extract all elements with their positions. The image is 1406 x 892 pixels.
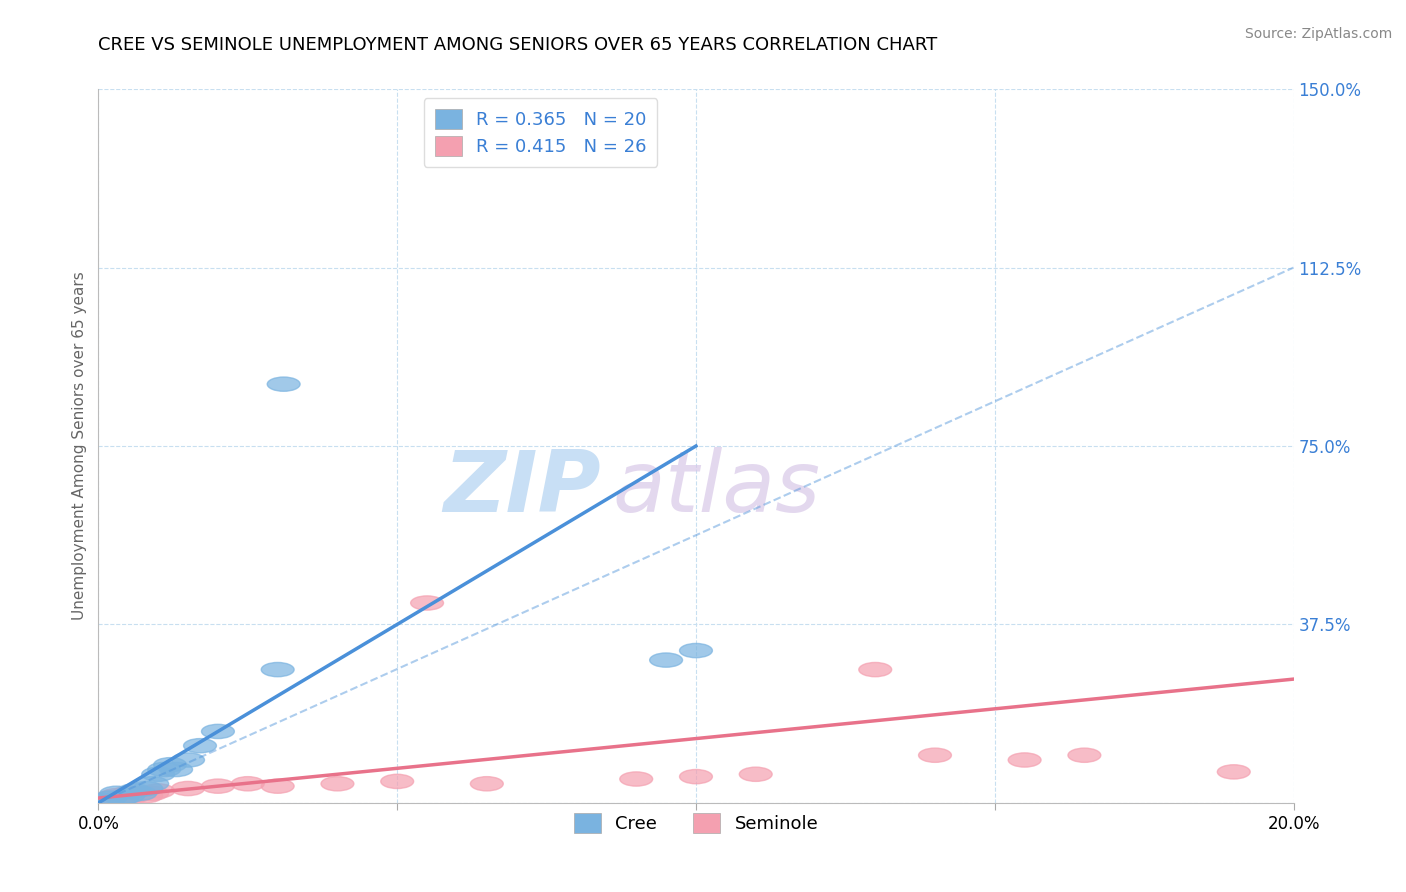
Ellipse shape [112, 786, 145, 800]
Y-axis label: Unemployment Among Seniors over 65 years: Unemployment Among Seniors over 65 years [72, 272, 87, 620]
Ellipse shape [471, 777, 503, 791]
Ellipse shape [267, 377, 299, 392]
Text: ZIP: ZIP [443, 447, 600, 531]
Ellipse shape [232, 777, 264, 791]
Ellipse shape [94, 791, 127, 805]
Ellipse shape [124, 786, 156, 800]
Ellipse shape [679, 770, 713, 784]
Ellipse shape [262, 779, 294, 793]
Ellipse shape [172, 753, 204, 767]
Ellipse shape [118, 784, 150, 798]
Ellipse shape [94, 791, 127, 805]
Ellipse shape [650, 653, 682, 667]
Ellipse shape [129, 781, 163, 796]
Ellipse shape [321, 777, 354, 791]
Ellipse shape [118, 789, 150, 803]
Ellipse shape [89, 793, 121, 807]
Ellipse shape [172, 781, 204, 796]
Ellipse shape [381, 774, 413, 789]
Ellipse shape [153, 757, 187, 772]
Text: atlas: atlas [613, 447, 820, 531]
Ellipse shape [129, 789, 163, 803]
Ellipse shape [918, 748, 952, 763]
Ellipse shape [136, 777, 169, 791]
Ellipse shape [105, 791, 139, 805]
Ellipse shape [620, 772, 652, 786]
Ellipse shape [1069, 748, 1101, 763]
Ellipse shape [112, 789, 145, 803]
Ellipse shape [411, 596, 443, 610]
Ellipse shape [105, 791, 139, 805]
Ellipse shape [1218, 764, 1250, 779]
Ellipse shape [201, 724, 235, 739]
Text: Source: ZipAtlas.com: Source: ZipAtlas.com [1244, 27, 1392, 41]
Ellipse shape [142, 767, 174, 781]
Legend: Cree, Seminole: Cree, Seminole [562, 802, 830, 844]
Ellipse shape [679, 643, 713, 657]
Ellipse shape [740, 767, 772, 781]
Ellipse shape [148, 763, 180, 777]
Text: CREE VS SEMINOLE UNEMPLOYMENT AMONG SENIORS OVER 65 YEARS CORRELATION CHART: CREE VS SEMINOLE UNEMPLOYMENT AMONG SENI… [98, 36, 938, 54]
Ellipse shape [859, 663, 891, 677]
Ellipse shape [1008, 753, 1040, 767]
Ellipse shape [184, 739, 217, 753]
Ellipse shape [142, 784, 174, 798]
Ellipse shape [89, 793, 121, 807]
Ellipse shape [136, 786, 169, 800]
Ellipse shape [201, 779, 235, 793]
Ellipse shape [160, 763, 193, 777]
Ellipse shape [100, 789, 132, 803]
Ellipse shape [100, 786, 132, 800]
Ellipse shape [262, 663, 294, 677]
Ellipse shape [124, 786, 156, 800]
